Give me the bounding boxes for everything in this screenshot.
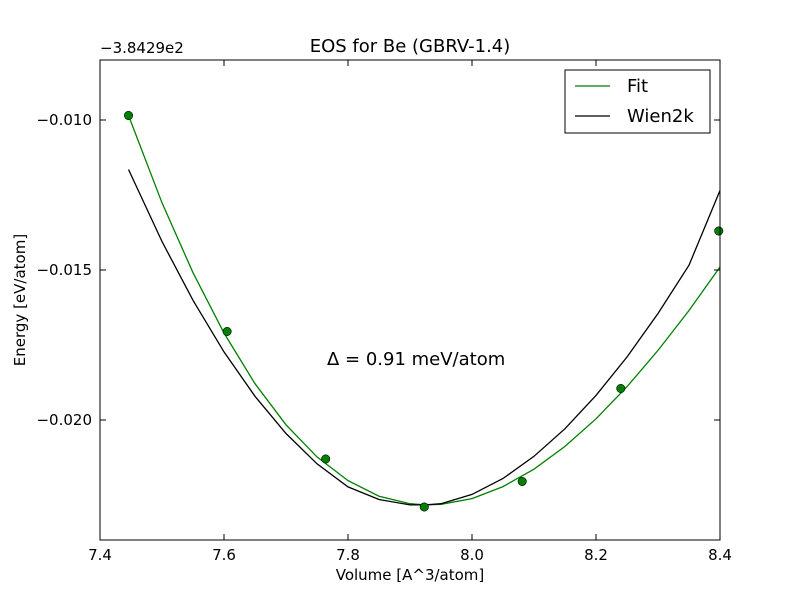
legend-box <box>564 69 711 134</box>
data-point <box>616 383 626 393</box>
x-tick-label: 8.0 <box>460 546 484 564</box>
y-tick-label: −0.010 <box>36 111 92 129</box>
data-point <box>124 111 134 121</box>
data-point <box>321 454 331 464</box>
delta-annotation: Δ = 0.91 meV/atom <box>327 349 505 370</box>
legend: Fit Wien2k <box>564 69 711 134</box>
legend-label-fit: Fit <box>627 76 648 97</box>
data-point <box>517 476 527 486</box>
series-line-wien2k <box>127 169 721 506</box>
y-tick-label: −0.020 <box>36 411 92 429</box>
data-point <box>419 502 429 512</box>
y-axis-label: Energy [eV/atom] <box>11 234 29 366</box>
plot-frame <box>99 59 721 541</box>
data-point <box>714 226 724 236</box>
series-line-fit <box>127 115 721 506</box>
chart-title: EOS for Be (GBRV-1.4) <box>310 36 511 57</box>
data-point <box>222 326 232 336</box>
x-tick-label: 7.8 <box>336 546 360 564</box>
legend-label-wien2k: Wien2k <box>627 106 694 127</box>
x-tick-label: 7.4 <box>88 546 112 564</box>
x-tick-label: 7.6 <box>212 546 236 564</box>
x-axis-label: Volume [A^3/atom] <box>336 566 485 584</box>
x-tick-label: 8.4 <box>708 546 732 564</box>
y-offset-label: −3.8429e2 <box>100 39 184 57</box>
data-markers <box>124 111 724 512</box>
series-curves <box>127 115 721 506</box>
x-tick-label: 8.2 <box>584 546 608 564</box>
axis-ticks: 7.4 7.6 7.8 8.0 8.2 8.4 −0.010 −0.015 −0.020 <box>36 60 732 564</box>
y-tick-label: −0.015 <box>36 261 92 279</box>
